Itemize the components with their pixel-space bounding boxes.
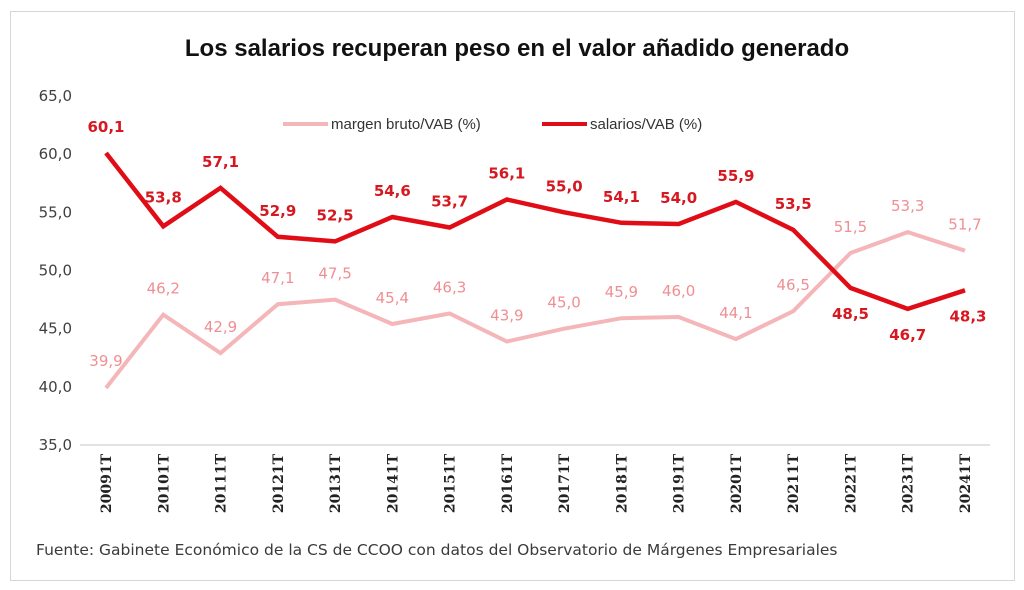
data-label-margen: 42,9 — [204, 318, 237, 336]
data-label-margen: 45,0 — [547, 294, 580, 312]
data-label-margen: 39,9 — [89, 352, 122, 370]
data-label-salarios: 46,7 — [889, 326, 926, 344]
y-tick-label: 40,0 — [39, 378, 72, 396]
data-labels: 39,9 46,2 42,9 47,1 47,5 45,4 46,3 43,9 45,0 45,9… — [87, 118, 986, 370]
legend: margen bruto/VAB (%) salarios/VAB (%) — [283, 116, 702, 133]
data-label-margen: 46,5 — [776, 276, 809, 294]
y-axis: 35,0 40,0 45,0 50,0 55,0 60,0 65,0 — [39, 87, 72, 454]
chart-frame — [10, 11, 1015, 581]
y-tick-label: 60,0 — [39, 145, 72, 163]
data-label-salarios: 60,1 — [87, 118, 124, 136]
data-label-margen: 51,5 — [834, 218, 867, 236]
y-tick-label: 65,0 — [39, 87, 72, 105]
series-layer — [104, 151, 966, 390]
x-tick-label: 20121T — [271, 453, 287, 513]
data-label-margen: 44,1 — [719, 304, 752, 322]
x-tick-label: 20091T — [99, 453, 115, 513]
x-tick-label: 20221T — [843, 453, 859, 513]
data-label-margen: 51,7 — [948, 216, 981, 234]
y-tick-label: 35,0 — [39, 436, 72, 454]
legend-label-margen: margen bruto/VAB (%) — [331, 116, 481, 133]
x-axis: 20091T 20101T 20111T 20121T 20131T 20141T 2015… — [99, 453, 974, 513]
data-label-salarios: 48,3 — [949, 307, 986, 325]
data-label-salarios: 54,0 — [660, 189, 697, 207]
x-tick-label: 20171T — [557, 453, 573, 513]
data-label-salarios: 53,5 — [775, 195, 812, 213]
data-label-margen: 46,3 — [433, 279, 466, 297]
data-label-salarios: 52,9 — [259, 202, 296, 220]
data-label-margen: 53,3 — [891, 197, 924, 215]
data-label-margen: 45,9 — [605, 283, 638, 301]
data-label-margen: 45,4 — [376, 289, 409, 307]
data-label-salarios: 53,8 — [145, 188, 182, 206]
x-tick-label: 20111T — [214, 453, 230, 513]
data-label-margen: 47,5 — [318, 265, 351, 283]
data-label-salarios: 52,5 — [317, 206, 354, 224]
x-tick-label: 20231T — [901, 453, 917, 513]
y-tick-label: 45,0 — [39, 320, 72, 338]
data-label-salarios: 48,5 — [832, 305, 869, 323]
data-label-salarios: 57,1 — [202, 153, 239, 171]
x-tick-label: 20241T — [958, 453, 974, 513]
data-label-salarios: 54,6 — [374, 182, 411, 200]
x-tick-label: 20211T — [786, 453, 802, 513]
data-label-margen: 47,1 — [261, 269, 294, 287]
x-tick-label: 20191T — [672, 453, 688, 513]
x-tick-label: 20181T — [614, 453, 630, 513]
data-label-margen: 46,0 — [662, 282, 695, 300]
data-label-salarios: 54,1 — [603, 188, 640, 206]
data-label-salarios: 53,7 — [431, 192, 468, 210]
series-line-margen — [104, 229, 966, 390]
series-line-salarios — [104, 151, 966, 312]
data-label-salarios: 56,1 — [488, 165, 525, 183]
source-note: Fuente: Gabinete Económico de la CS de C… — [36, 541, 838, 559]
y-tick-label: 50,0 — [39, 262, 72, 280]
data-label-salarios: 55,9 — [717, 167, 754, 185]
y-tick-label: 55,0 — [39, 203, 72, 221]
x-tick-label: 20201T — [729, 453, 745, 513]
x-tick-label: 20161T — [500, 453, 516, 513]
x-tick-label: 20101T — [156, 453, 172, 513]
x-tick-label: 20151T — [443, 453, 459, 513]
x-tick-label: 20131T — [328, 453, 344, 513]
data-label-margen: 46,2 — [147, 280, 180, 298]
data-label-margen: 43,9 — [490, 306, 523, 324]
data-label-salarios: 55,0 — [546, 177, 583, 195]
x-tick-label: 20141T — [385, 453, 401, 513]
chart-title: Los salarios recuperan peso en el valor … — [185, 35, 849, 62]
legend-label-salarios: salarios/VAB (%) — [590, 116, 702, 133]
